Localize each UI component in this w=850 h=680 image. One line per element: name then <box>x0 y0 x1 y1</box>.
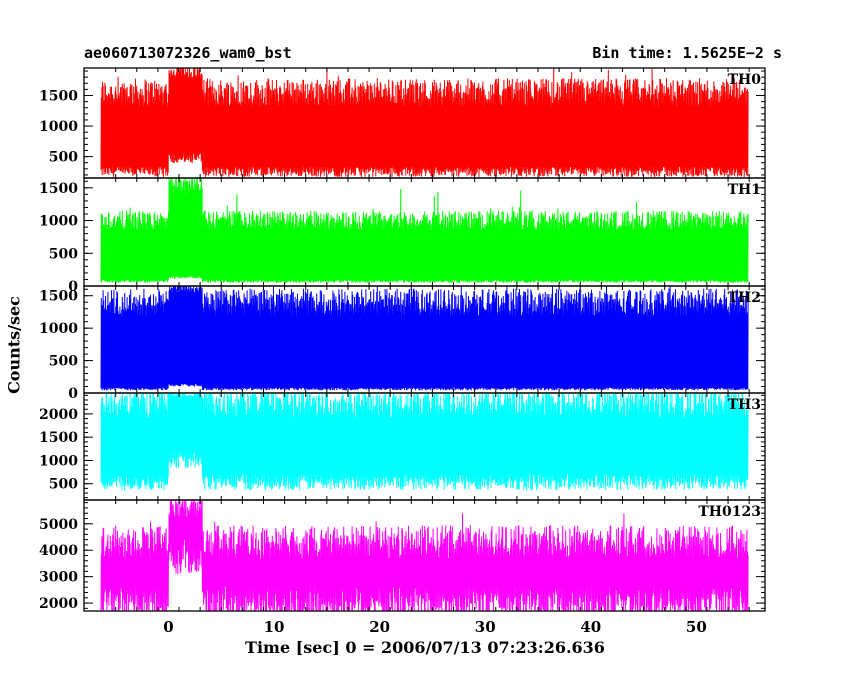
series-trace-th1 <box>100 177 749 283</box>
series-trace-th2 <box>100 285 749 391</box>
x-tick-label: 50 <box>686 618 707 636</box>
y-tick-label: 1500 <box>39 430 78 446</box>
y-tick-label: 1000 <box>39 119 78 135</box>
y-tick-label: 2000 <box>39 596 78 612</box>
panel-label-th1: TH1 <box>728 182 761 198</box>
x-tick-label: 40 <box>580 618 601 636</box>
y-tick-label: 1500 <box>39 289 78 305</box>
observation-id-title: ae060713072326_wam0_bst <box>84 44 292 62</box>
x-tick-label: 10 <box>264 618 285 636</box>
y-tick-label: 2000 <box>39 407 78 423</box>
y-tick-label: 500 <box>49 150 78 166</box>
x-axis-label: Time [sec] 0 = 2006/07/13 07:23:26.636 <box>245 638 605 657</box>
series-trace-th0123 <box>100 499 749 612</box>
y-tick-label: 0 <box>68 279 78 295</box>
panel-label-th0: TH0 <box>728 72 762 88</box>
y-tick-label: 500 <box>49 354 78 370</box>
y-tick-label: 1000 <box>39 214 78 230</box>
y-tick-label: 3000 <box>39 570 78 586</box>
series-trace-th0 <box>100 67 749 177</box>
y-tick-label: 4000 <box>39 543 78 559</box>
y-tick-label: 500 <box>49 246 78 262</box>
bin-time-label: Bin time: 1.5625E−2 s <box>592 44 782 62</box>
y-tick-label: 500 <box>49 477 78 493</box>
panel-label-th3: TH3 <box>728 397 761 413</box>
series-trace-th3 <box>100 392 749 491</box>
panel-label-th0123: TH0123 <box>698 504 761 520</box>
y-tick-label: 1000 <box>39 453 78 469</box>
panel-label-th2: TH2 <box>728 290 761 306</box>
y-axis-label: Counts/sec <box>4 296 24 394</box>
x-tick-label: 30 <box>475 618 496 636</box>
x-tick-label: 0 <box>163 618 173 636</box>
y-tick-label: 1500 <box>39 181 78 197</box>
y-tick-label: 1000 <box>39 321 78 337</box>
y-tick-label: 0 <box>68 386 78 402</box>
x-tick-label: 20 <box>369 618 390 636</box>
y-tick-label: 1500 <box>39 89 78 105</box>
y-tick-label: 5000 <box>39 517 78 533</box>
